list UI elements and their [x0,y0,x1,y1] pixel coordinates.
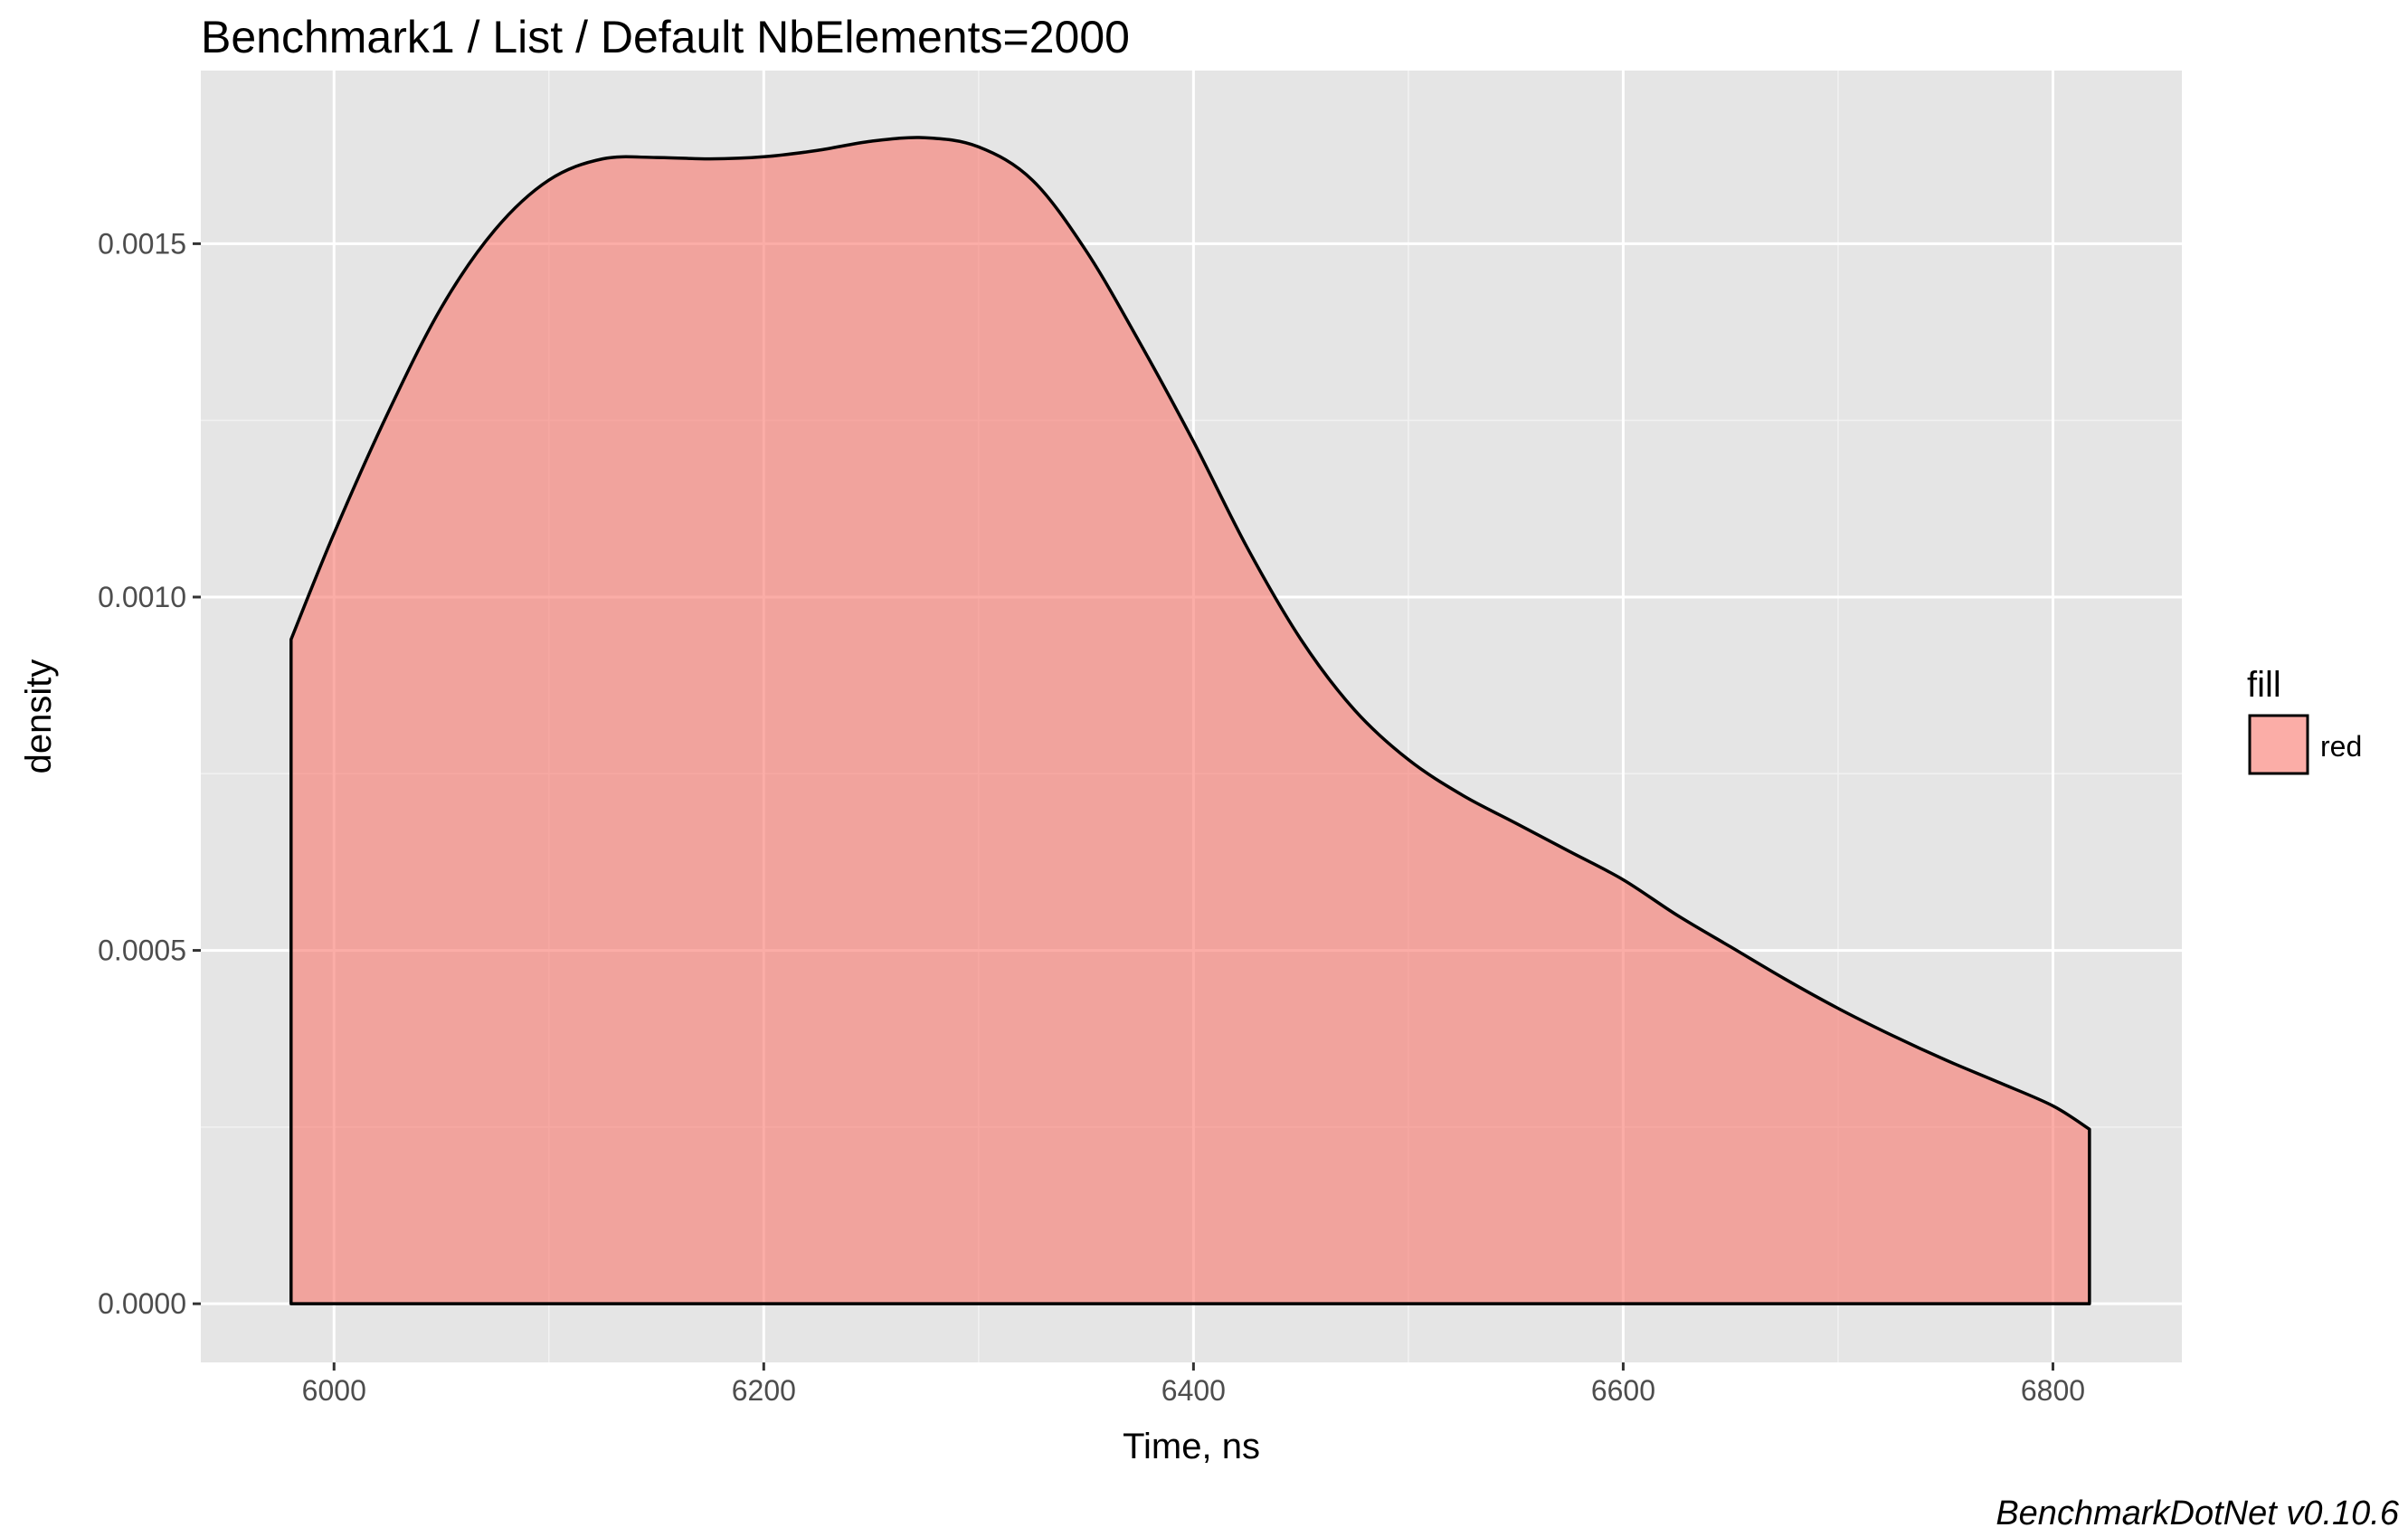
density-series [289,136,2091,1305]
x-tick-label: 6600 [1591,1374,1655,1407]
x-axis-title: Time, ns [1123,1427,1260,1466]
y-tick-label: 0.0005 [98,935,186,967]
x-tick-label: 6800 [2021,1374,2085,1407]
y-tick-label: 0.0015 [98,227,186,260]
y-tick-label: 0.0000 [98,1287,186,1320]
density-area-outline [289,136,2091,1305]
x-tick-label: 6400 [1161,1374,1226,1407]
density-area-fill [290,137,2090,1305]
legend-title: fill [2247,665,2281,705]
legend-swatch-red [2248,714,2309,775]
y-axis: 0.0000 0.0005 0.0010 0.0015 [98,227,201,1320]
y-tick-label: 0.0010 [98,581,186,613]
x-tick-label: 6000 [302,1374,366,1407]
legend-label-red: red [2320,730,2362,763]
chart-caption: BenchmarkDotNet v0.10.6 [1996,1494,2400,1532]
x-tick-label: 6200 [732,1374,796,1407]
y-axis-title: density [19,659,59,774]
x-axis: 6000 6200 6400 6600 6800 [302,1362,2085,1407]
chart-title: Benchmark1 / List / Default NbElements=2… [201,12,1130,62]
legend: fill red [2247,665,2362,775]
